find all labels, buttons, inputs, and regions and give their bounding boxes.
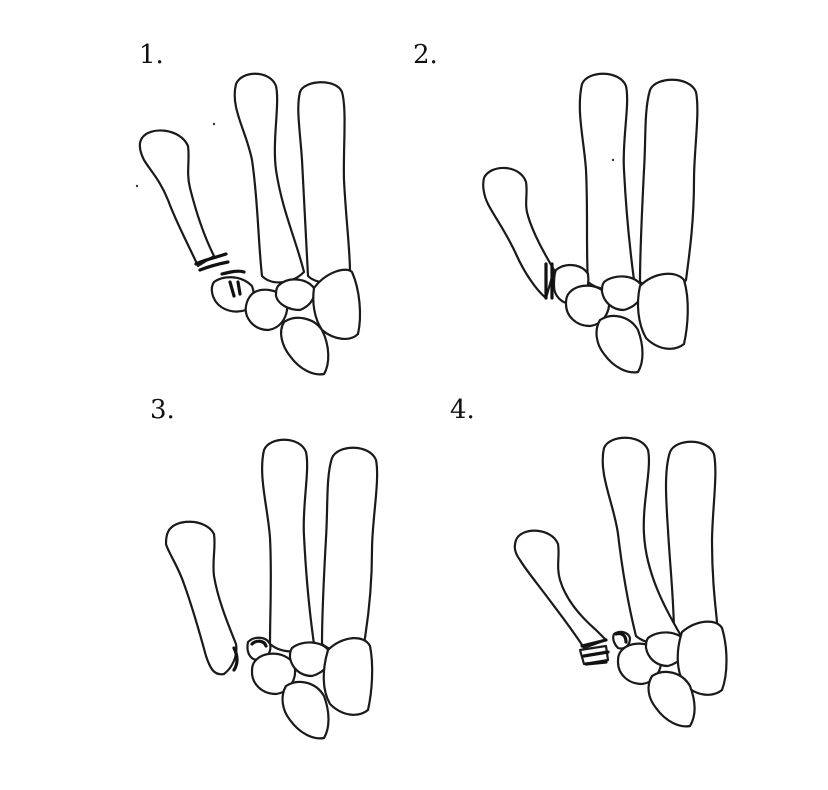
panel-2-trapezoid: [600, 275, 644, 312]
panel-1-metacarpal-2: [233, 72, 306, 284]
panel-3-fracture-fragment-mark: [250, 639, 268, 648]
panel-4-trapezoid: [644, 631, 688, 668]
panel-1-illustration: [135, 72, 362, 376]
panel-4-label: 4.: [450, 395, 475, 425]
panel-1-label: 1.: [139, 40, 164, 70]
panel-2-label: 2.: [413, 40, 438, 70]
panel-2-metacarpal-2: [578, 72, 636, 291]
panel-3-metacarpal-3: [320, 446, 379, 653]
panel-3-fracture-mark: [232, 646, 239, 672]
panel-1-speck: [212, 122, 216, 126]
panel-3-trapezium: [250, 652, 297, 696]
panel-1-capitate: [312, 268, 362, 340]
panel-1-trapezoid: [274, 278, 316, 312]
panel-4-capitate: [676, 620, 728, 696]
panel-2-thumb-metacarpal: [482, 166, 556, 300]
panel-2-trapezium: [564, 284, 611, 328]
panel-1-scaphoid: [280, 316, 330, 376]
panel-1-metacarpal-3: [297, 81, 352, 284]
panel-1-thumb-metacarpal: [138, 129, 216, 268]
panel-4-metacarpal-3: [664, 440, 720, 643]
panel-2-speck: [611, 158, 615, 162]
panel-1-fracture-base-mark: [220, 269, 246, 298]
panel-3-thumb-metacarpal: [164, 520, 238, 676]
panel-3-scaphoid: [281, 680, 330, 740]
panel-4-thumb-metacarpal: [513, 529, 608, 650]
panel-1-fracture-line-lower: [198, 260, 230, 272]
panel-4-metacarpal-2: [601, 436, 682, 645]
panel-4-fracture-base-mark: [614, 631, 628, 644]
panel-4-fracture-line-3: [584, 660, 608, 666]
panel-3-capitate: [322, 637, 374, 716]
panel-3-metacarpal-2: [261, 438, 316, 653]
panel-2-scaphoid: [595, 314, 644, 374]
panel-3-label: 3.: [150, 395, 175, 425]
panel-3-illustration: [164, 438, 379, 740]
panel-4-illustration: [513, 436, 728, 728]
panel-3-trapezoid: [288, 641, 332, 678]
panel-1-fracture-line-upper: [194, 252, 228, 266]
panel-2-capitate: [636, 272, 689, 350]
panel-2-metacarpal-3: [638, 78, 699, 291]
panel-4-fracture-line-1: [580, 638, 608, 648]
panel-2-illustration: [482, 72, 699, 374]
panel-4-fracture-line-2: [582, 650, 610, 658]
panel-1-speck-2: [135, 184, 139, 188]
panel-4-scaphoid: [647, 670, 696, 728]
